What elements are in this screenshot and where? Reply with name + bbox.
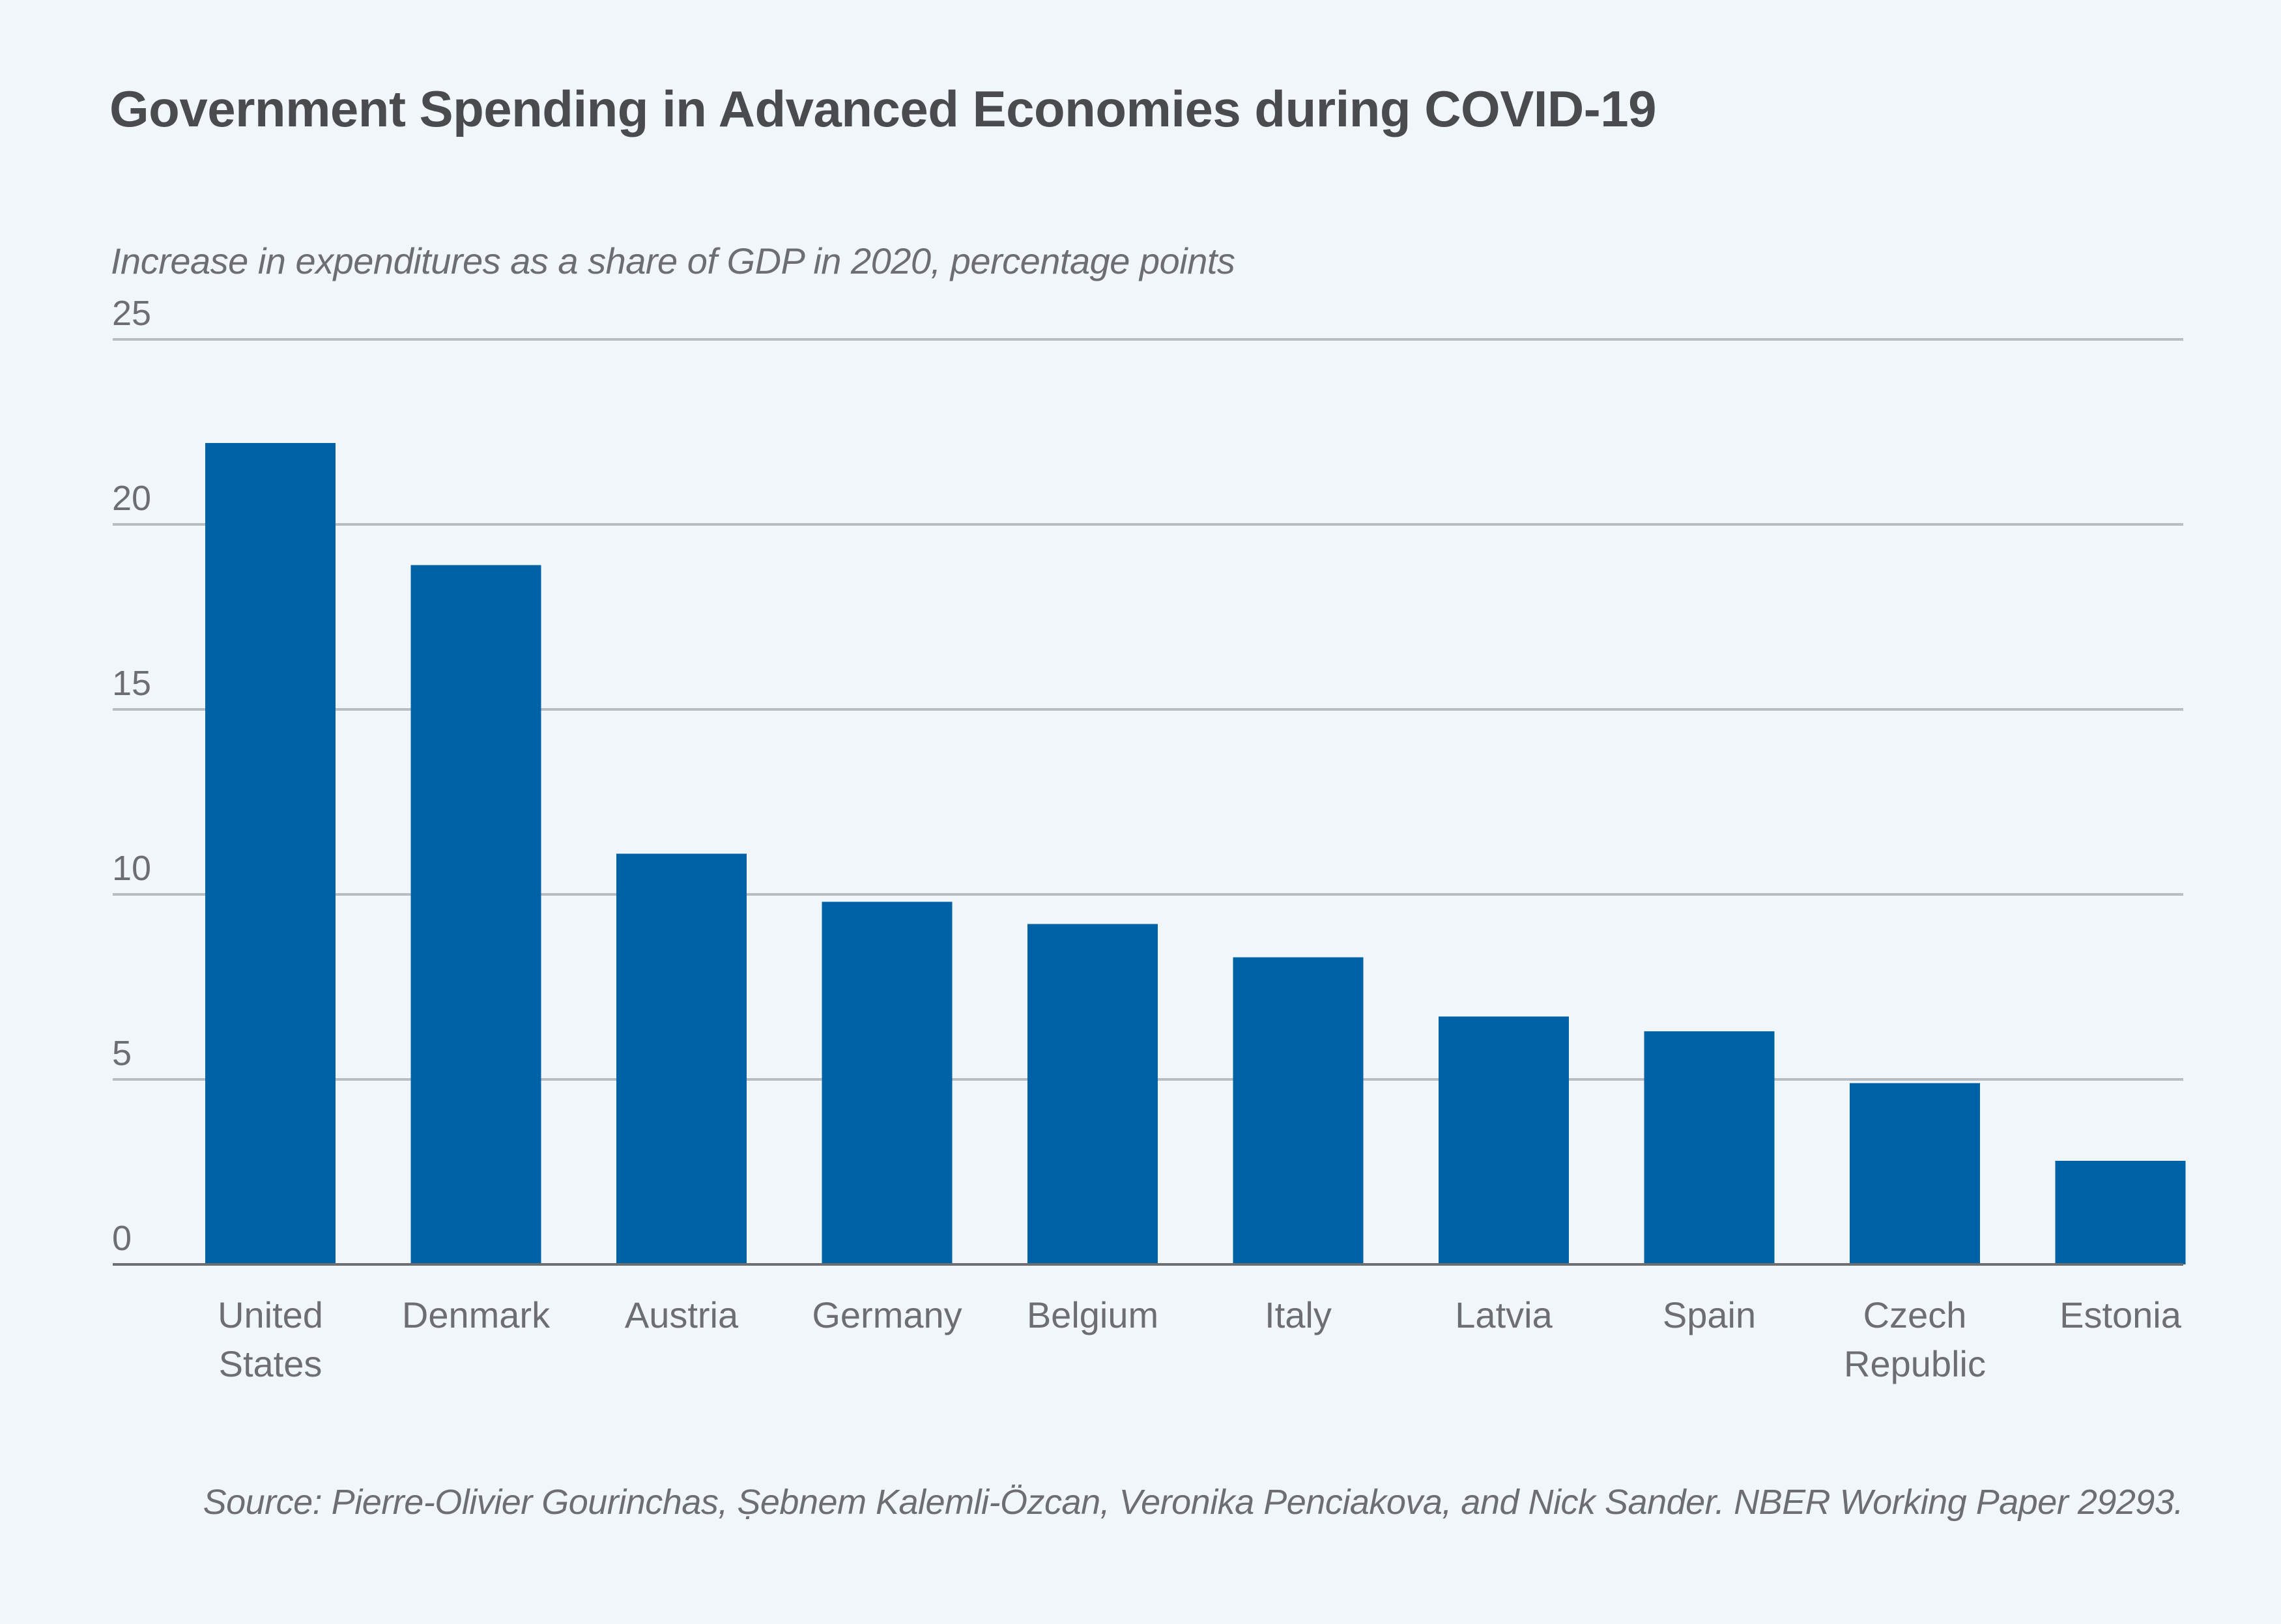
y-axis-ticks: 0 5 10 15 20 25 [112, 294, 151, 1258]
bar [1644, 1031, 1775, 1264]
bar [616, 853, 747, 1264]
x-tick-label: Denmark [402, 1294, 551, 1335]
y-tick-label: 15 [112, 664, 151, 703]
x-tick-label: Czech Republic [1844, 1294, 1986, 1384]
bars [205, 443, 2186, 1264]
bar [1439, 1016, 1569, 1264]
bar [1233, 957, 1364, 1264]
bar [1027, 924, 1158, 1264]
y-tick-label: 20 [112, 479, 151, 518]
chart-subtitle: Increase in expenditures as a share of G… [111, 240, 1235, 281]
bar [1850, 1083, 1980, 1264]
x-tick-label: United States [218, 1294, 323, 1384]
x-tick-label: Estonia [2059, 1294, 2182, 1335]
x-tick-label: Germany [812, 1294, 962, 1335]
chart-title: Government Spending in Advanced Economie… [109, 80, 1656, 137]
x-tick-label: Italy [1265, 1294, 1332, 1335]
y-tick-label: 25 [112, 294, 151, 333]
bar [822, 902, 953, 1264]
x-tick-label: Latvia [1455, 1294, 1553, 1335]
x-tick-label: Belgium [1027, 1294, 1158, 1335]
y-tick-label: 5 [112, 1034, 132, 1073]
x-tick-label: Austria [625, 1294, 739, 1335]
y-tick-label: 0 [112, 1219, 132, 1258]
bar [410, 565, 541, 1264]
x-axis-labels: United States Denmark Austria Germany Belgium… [218, 1294, 2182, 1384]
x-tick-label: Spain [1663, 1294, 1756, 1335]
source-note: Source: Pierre-Olivier Gourinchas, Ṣebne… [203, 1483, 2184, 1522]
y-tick-label: 10 [112, 849, 151, 888]
bar [2055, 1160, 2186, 1264]
bar [205, 443, 336, 1264]
